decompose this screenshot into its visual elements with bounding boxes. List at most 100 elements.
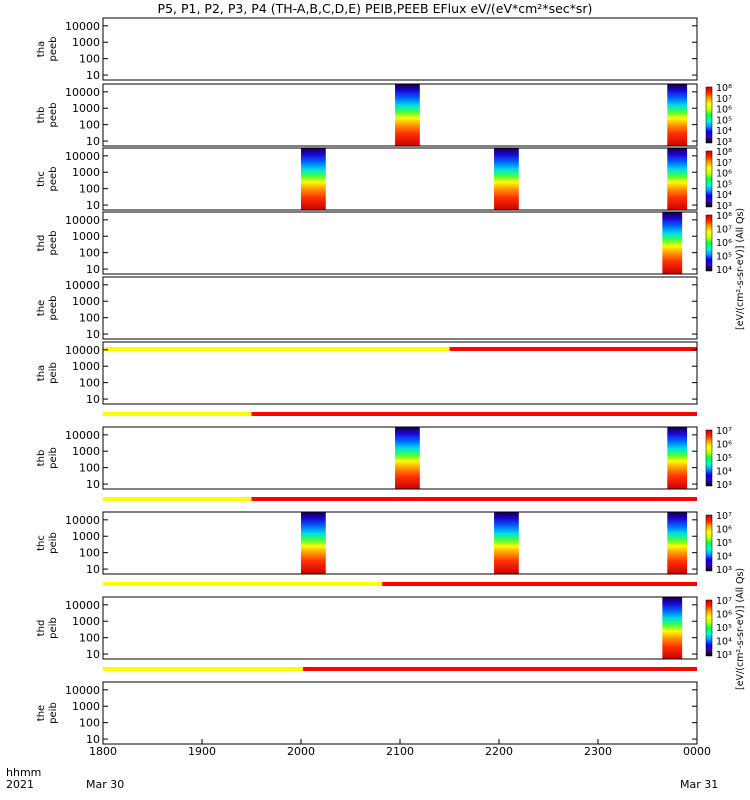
thc-peib-ytick-label: 10 [86,563,100,576]
thc-peeb-product-label: peeb [48,167,59,192]
thd-peeb-colorbar [705,214,713,272]
thd-peib-block-0 [662,597,683,659]
thd-peeb-block-0 [662,212,683,274]
thb-peeb-colorbar-tick: 10³ [716,137,732,148]
thd-peib-ytick-label: 1000 [72,615,100,628]
tha-peib-ytick-label: 10000 [65,344,100,357]
thd-peib-flag-yellow [103,667,303,671]
thc-peeb-colorbar-tick: 10⁸ [716,147,732,158]
thb-peib-flag-red [251,497,697,501]
xtick-label: 0000 [683,745,711,758]
page-title: P5, P1, P2, P3, P4 (TH-A,B,C,D,E) PEIB,P… [157,1,593,16]
thb-peib-colorbar-tick: 10³ [716,480,732,491]
time-unit-label: hhmm [6,766,42,779]
the-peeb-frame [102,276,698,340]
tha-peib-ytick-label: 100 [79,377,100,390]
thb-peib-colorbar-tick: 10⁴ [716,467,732,478]
thc-peeb-colorbar [705,150,713,208]
tha-peib-flag-red [251,412,697,416]
thb-peib-probe-label: thb [36,450,47,467]
thc-peeb-probe-label: thc [36,171,47,187]
thc-peib-block-1 [494,512,519,574]
thd-peeb-probe-label: thd [36,235,47,252]
thb-peeb-colorbar-tick: 10⁸ [716,83,732,94]
thb-peib-ytick-label: 1000 [72,445,100,458]
the-peeb-ytick-label: 100 [79,312,100,325]
xtick-label: 1900 [188,745,216,758]
thc-peeb-ytick-label: 10000 [65,150,100,163]
thb-peib-colorbar-tick: 10⁶ [716,440,732,451]
thb-peib-ytick-label: 10000 [65,429,100,442]
the-peeb-ytick-label: 10 [86,328,100,341]
thb-peib-colorbar-tick: 10⁷ [716,426,732,437]
xtick-label: 2300 [584,745,612,758]
ion-colorbar-label: [eV/(cm²-s-sr-eV)] (All Qs) [735,567,746,690]
thc-peeb-ytick-label: 1000 [72,166,100,179]
thc-peeb-frame [102,147,698,211]
tha-peeb-product-label: peeb [48,37,59,62]
thd-peeb-colorbar-tick: 10⁸ [716,211,732,222]
tha-peeb-ytick-label: 100 [79,53,100,66]
year-label: 2021 [6,778,34,791]
thb-peeb-colorbar-tick: 10⁵ [716,115,732,126]
thc-peeb-block-0 [301,148,326,210]
thc-peeb-colorbar-tick: 10⁶ [716,169,732,180]
thc-peib-block-0 [301,512,326,574]
the-peib-probe-label: the [36,705,47,721]
thc-peib-colorbar-tick: 10⁴ [716,552,732,563]
thd-peib-ytick-label: 10 [86,648,100,661]
thc-peeb-block-2 [667,148,688,210]
thd-peeb-colorbar-tick: 10⁵ [716,252,732,263]
thc-peib-colorbar-tick: 10⁶ [716,525,732,536]
thb-peeb-colorbar [705,86,713,144]
thc-peib-colorbar-tick: 10⁷ [716,511,732,522]
thd-peib-ytick-label: 100 [79,632,100,645]
thb-peib-flag-yellow [103,497,252,501]
thd-peib-colorbar-tick: 10⁴ [716,637,732,648]
thd-peeb-colorbar-tick: 10⁷ [716,225,732,236]
thd-peib-product-label: peib [48,617,59,639]
the-peib-frame [102,681,698,745]
tha-peib-flag-yellow [103,412,252,416]
the-peib-ytick-label: 100 [79,717,100,730]
thd-peeb-ytick-label: 100 [79,247,100,260]
thb-peeb-ytick-label: 10 [86,135,100,148]
the-peeb-ytick-label: 10000 [65,279,100,292]
tha-peeb-ytick-label: 10000 [65,20,100,33]
thc-peeb-colorbar-tick: 10³ [716,201,732,212]
xtick-label: 1800 [89,745,117,758]
thd-peeb-ytick-label: 10 [86,263,100,276]
thc-peib-ytick-label: 100 [79,547,100,560]
tha-peeb-probe-label: tha [36,41,47,57]
the-peeb-ytick-label: 1000 [72,295,100,308]
thc-peib-colorbar-tick: 10⁵ [716,538,732,549]
thd-peeb-frame [102,211,698,275]
thb-peeb-ytick-label: 10000 [65,86,100,99]
thb-peib-ytick-label: 10 [86,478,100,491]
thb-peeb-block-1 [667,84,688,146]
thb-peib-frame [102,426,698,490]
thb-peib-ytick-label: 100 [79,462,100,475]
thc-peeb-colorbar-tick: 10⁵ [716,179,732,190]
thd-peib-colorbar-tick: 10⁵ [716,623,732,634]
thc-peib-frame [102,511,698,575]
thc-peeb-ytick-label: 10 [86,199,100,212]
thd-peib-ytick-label: 10000 [65,599,100,612]
thd-peib-colorbar-tick: 10⁶ [716,610,732,621]
thc-peib-ytick-label: 1000 [72,530,100,543]
thb-peeb-ytick-label: 1000 [72,102,100,115]
the-peib-ytick-label: 10 [86,733,100,746]
thc-peib-block-2 [667,512,688,574]
thb-peeb-product-label: peeb [48,103,59,128]
thb-peeb-probe-label: thb [36,107,47,124]
tha-peeb-ytick-label: 1000 [72,36,100,49]
thd-peib-frame [102,596,698,660]
thb-peib-colorbar-tick: 10⁵ [716,453,732,464]
tha-peeb-frame [102,17,698,81]
thb-peib-colorbar [705,429,713,487]
thc-peeb-block-1 [494,148,519,210]
thc-peib-colorbar [705,514,713,572]
electron-colorbar-label: [eV/(cm²-s-sr-eV)] (All Qs) [735,207,746,330]
